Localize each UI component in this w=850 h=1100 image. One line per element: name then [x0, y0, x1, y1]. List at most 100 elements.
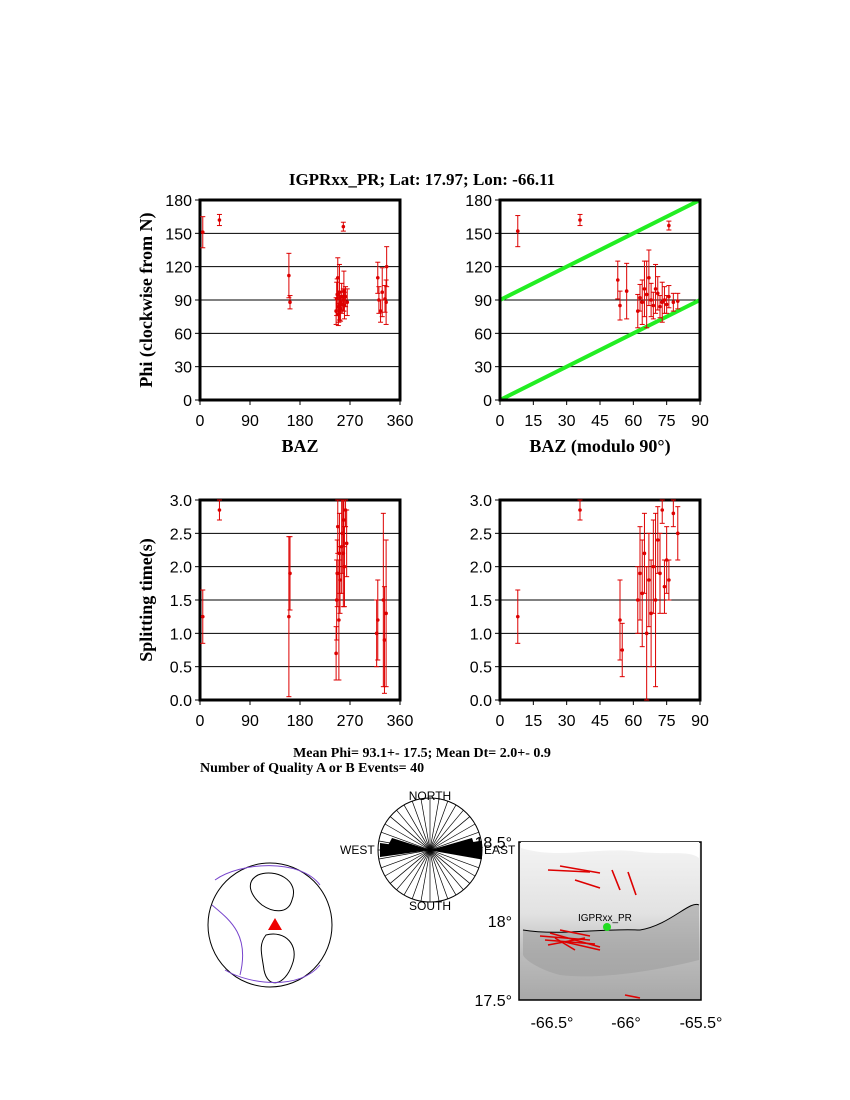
y-tick-label: 150: [465, 226, 492, 243]
point-marker: [651, 564, 656, 569]
x-tick-label: 75: [658, 413, 676, 430]
point-marker: [655, 538, 660, 542]
x-tick-label: 0: [196, 713, 205, 730]
data-point: [637, 526, 643, 621]
map-lon-label-3: -65.5°: [680, 1015, 723, 1032]
point-marker: [515, 229, 520, 233]
y-tick-label: 0: [483, 393, 492, 410]
point-marker: [334, 651, 338, 656]
point-marker: [375, 618, 380, 622]
x-tick-label: 270: [337, 713, 364, 730]
data-point: [675, 292, 681, 310]
x-tick-label: 45: [591, 413, 609, 430]
y-tick-label: 60: [174, 326, 192, 343]
y-axis-label: Splitting time(s): [136, 538, 157, 662]
fit-line-0: [499, 298, 701, 402]
data-point: [617, 579, 623, 661]
point-marker: [382, 638, 387, 642]
point-marker: [664, 302, 669, 307]
splitting-stick: [554, 937, 576, 951]
data-point: [383, 539, 389, 688]
splitting-stick: [564, 941, 601, 951]
data-point: [287, 295, 293, 310]
point-marker: [647, 578, 651, 582]
point-marker: [217, 508, 222, 512]
map-lon-label-1: -66.5°: [531, 1015, 574, 1032]
point-marker: [662, 584, 667, 589]
point-marker: [217, 218, 222, 222]
point-marker: [342, 518, 346, 522]
data-point: [200, 589, 206, 644]
data-point: [286, 536, 292, 698]
point-marker: [375, 275, 380, 280]
point-marker: [642, 551, 647, 556]
point-marker: [338, 578, 342, 582]
data-point: [655, 276, 661, 311]
x-tick-label: 0: [496, 413, 505, 430]
point-marker: [660, 508, 665, 512]
x-tick-label: 180: [287, 413, 314, 430]
data-point: [659, 499, 665, 524]
y-tick-label: 0.0: [170, 693, 192, 710]
data-point: [641, 512, 647, 594]
data-point: [200, 216, 206, 249]
point-marker: [378, 309, 383, 313]
data-point: [657, 532, 663, 614]
data-point: [216, 213, 222, 227]
figure-title: IGPRxx_PR; Lat: 17.97; Lon: -66.11: [289, 170, 555, 189]
point-marker: [651, 303, 656, 308]
data-point: [624, 262, 630, 320]
y-tick-label: 1.5: [170, 593, 192, 610]
data-point: [661, 286, 667, 314]
x-tick-label: 75: [658, 713, 676, 730]
data-point: [343, 499, 349, 528]
data-point: [650, 291, 656, 320]
point-marker: [644, 631, 649, 636]
globe: [207, 862, 333, 988]
map-coastline: [522, 903, 700, 933]
y-tick-label: 120: [465, 260, 492, 277]
map-lat-label-2: 18°: [488, 914, 512, 931]
point-marker: [638, 295, 642, 300]
data-point: [577, 499, 583, 521]
data-point: [670, 292, 676, 312]
splitting-stick: [559, 929, 591, 937]
data-point: [333, 626, 339, 681]
x-tick-label: 0: [496, 713, 505, 730]
point-marker: [671, 300, 676, 305]
point-marker: [343, 294, 348, 299]
data-point: [648, 282, 654, 318]
panel-dt_baz90: 0.0 0.5 1.0 1.5 2.0 2.5 3.0 0 15 30 45 60 75 90: [470, 493, 709, 730]
y-tick-label: 180: [465, 193, 492, 210]
rose-petal-east2: [430, 838, 476, 850]
point-marker: [287, 273, 291, 278]
y-axis-label: Phi (clockwise from N): [136, 212, 157, 387]
point-marker: [649, 298, 653, 302]
splitting-stick: [547, 869, 591, 873]
point-marker: [287, 614, 291, 619]
globe-plate-boundaries: [211, 865, 321, 983]
point-marker: [624, 289, 629, 293]
point-marker: [671, 511, 676, 516]
data-point: [343, 286, 349, 308]
splitting-stick: [624, 994, 641, 999]
data-point: [375, 579, 381, 661]
splitting-stick: [627, 871, 637, 896]
data-point: [646, 532, 652, 628]
y-tick-label: 180: [165, 193, 192, 210]
x-tick-label: 30: [558, 713, 576, 730]
data-point: [374, 599, 380, 668]
y-tick-label: 3.0: [170, 493, 192, 510]
data-point: [344, 509, 350, 578]
point-marker: [644, 292, 649, 297]
y-tick-label: 90: [174, 293, 192, 310]
point-marker: [660, 300, 665, 305]
point-marker: [658, 304, 662, 309]
splitting-stick: [547, 937, 586, 946]
data-point: [635, 566, 641, 634]
x-tick-label: 60: [624, 713, 642, 730]
x-tick-label: 360: [387, 713, 414, 730]
y-tick-label: 90: [474, 293, 492, 310]
data-point: [617, 290, 623, 321]
